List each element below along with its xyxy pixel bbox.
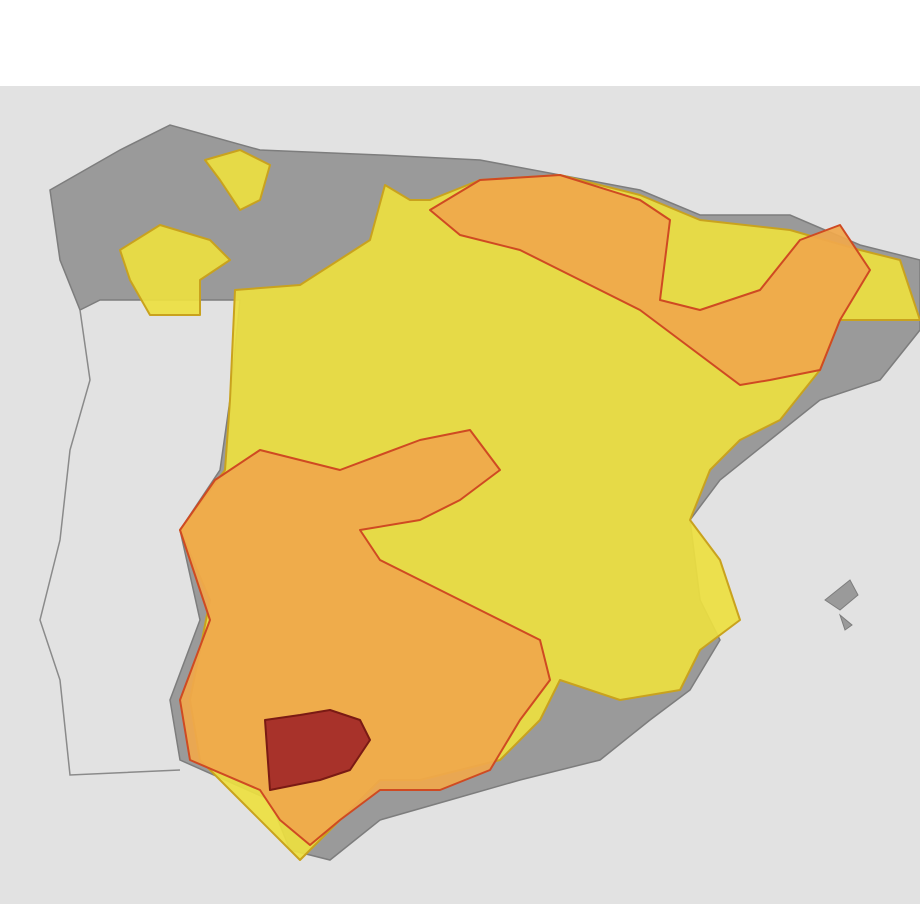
zones: [119, 149, 920, 861]
top-bar: [0, 0, 920, 86]
portugal-border: [39, 309, 181, 776]
islands: [824, 579, 859, 631]
warning-zone: [204, 149, 271, 211]
warning-zone: [119, 224, 231, 316]
warning-zone: [264, 709, 371, 791]
warning-zone: [429, 174, 871, 386]
